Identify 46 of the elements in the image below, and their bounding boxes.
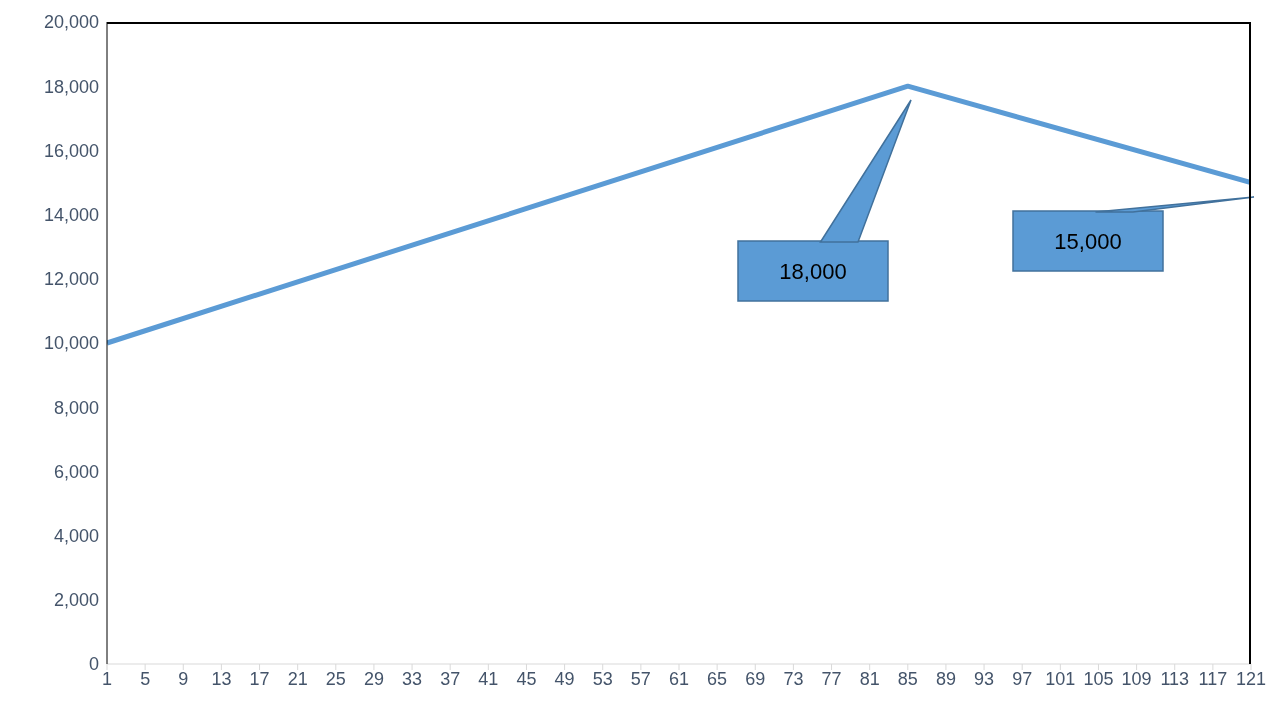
x-tick-label: 101 bbox=[1045, 668, 1076, 689]
x-tick-label: 49 bbox=[554, 668, 575, 689]
callout: 15,000 bbox=[1012, 196, 1255, 272]
x-tick-label: 57 bbox=[630, 668, 651, 689]
callout: 18,000 bbox=[737, 99, 912, 302]
x-tick-label: 61 bbox=[668, 668, 690, 689]
x-tick-label: 113 bbox=[1160, 668, 1190, 689]
x-tick-label: 5 bbox=[140, 668, 151, 689]
annotation: 18,000 bbox=[779, 258, 847, 284]
y-tick-label: 8,000 bbox=[53, 397, 99, 418]
x-tick-label: 41 bbox=[478, 668, 499, 689]
x-tick-label: 9 bbox=[178, 668, 189, 689]
x-tick-label: 121 bbox=[1235, 668, 1267, 689]
x-tick-label: 89 bbox=[935, 668, 956, 689]
x-tick-label: 117 bbox=[1198, 668, 1228, 689]
x-tick-label: 1 bbox=[101, 668, 113, 689]
x-tick-label: 85 bbox=[897, 668, 918, 689]
x-tick-label: 21 bbox=[287, 668, 308, 689]
x-tick-label: 29 bbox=[363, 668, 384, 689]
y-tick-label: 6,000 bbox=[53, 461, 99, 482]
x-tick-label: 33 bbox=[402, 668, 423, 689]
annotation: 15,000 bbox=[1054, 228, 1122, 254]
x-tick-label: 73 bbox=[783, 668, 804, 689]
x-tick-label: 93 bbox=[974, 668, 995, 689]
x-tick-label: 53 bbox=[592, 668, 613, 689]
x-tick-label: 17 bbox=[249, 668, 270, 689]
x-tick-label: 25 bbox=[325, 668, 346, 689]
x-tick-label: 37 bbox=[440, 668, 461, 689]
y-tick-label: 14,000 bbox=[43, 204, 99, 225]
y-tick-label: 20,000 bbox=[43, 12, 99, 33]
x-tick-label: 81 bbox=[859, 668, 880, 689]
y-tick-label: 2,000 bbox=[53, 590, 99, 611]
y-tick-label: 16,000 bbox=[43, 140, 99, 161]
x-tick-label: 69 bbox=[745, 668, 766, 689]
y-tick-label: 4,000 bbox=[53, 525, 99, 546]
x-tick-label: 45 bbox=[516, 668, 537, 689]
y-tick-label: 10,000 bbox=[43, 333, 99, 354]
y-tick-label: 18,000 bbox=[43, 76, 99, 97]
x-tick-label: 65 bbox=[707, 668, 728, 689]
x-tick-label: 109 bbox=[1121, 668, 1152, 689]
x-tick-label: 13 bbox=[211, 668, 232, 689]
x-tick-label: 97 bbox=[1012, 668, 1033, 689]
x-tick-label: 77 bbox=[821, 668, 842, 689]
y-tick-label: 12,000 bbox=[43, 269, 99, 290]
y-tick-label: 0 bbox=[88, 654, 99, 675]
x-tick-label: 105 bbox=[1083, 668, 1114, 689]
